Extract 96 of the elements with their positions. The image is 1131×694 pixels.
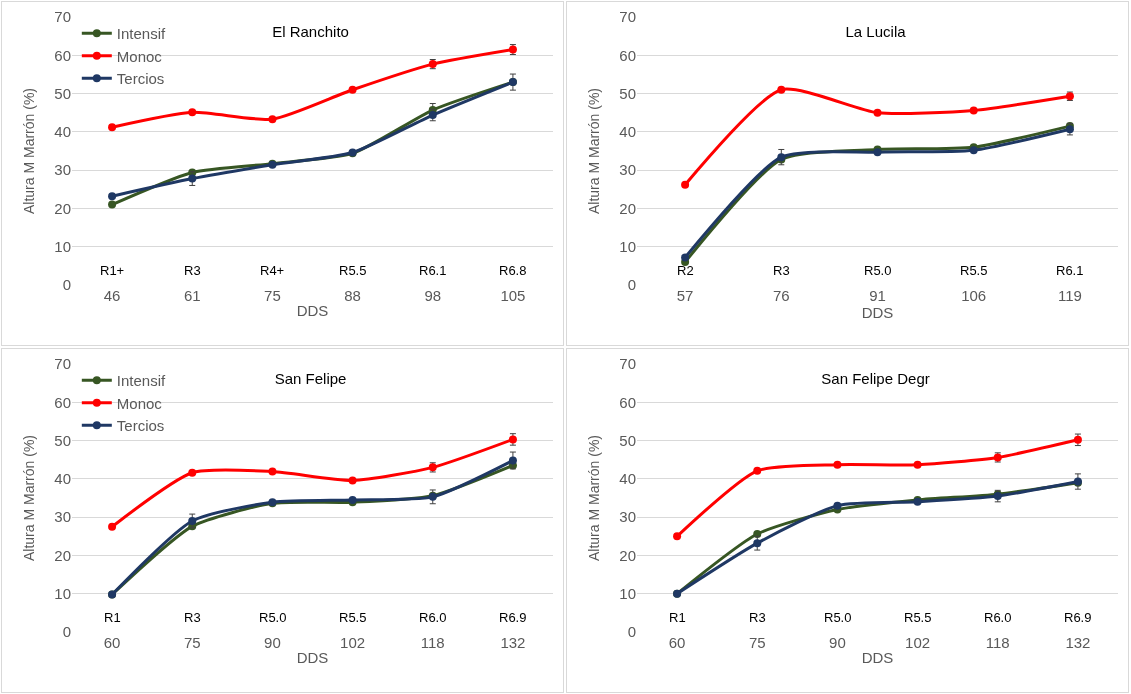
y-tick-label: 20 [54,546,71,564]
y-tick-label: 70 [54,355,71,373]
y-tick-label: 60 [619,393,636,411]
x-tick-label: 118 [985,634,1010,651]
y-tick-label: 0 [627,276,636,294]
y-tick-label: 30 [54,161,71,179]
annotation: R5.5 [339,263,367,278]
x-tick-label: 102 [905,634,931,651]
x-tick-label: 132 [500,634,526,651]
y-tick-label: 0 [62,623,71,641]
x-tick-label: 91 [869,287,886,304]
annotation: R6.8 [499,263,527,278]
x-tick-label: 57 [676,287,694,304]
x-tick-label: 60 [103,634,121,651]
annotation: R3 [184,263,201,278]
legend-label: Monoc [116,47,163,65]
y-tick-label: 20 [619,199,636,217]
x-tick-label: 119 [1057,287,1082,304]
y-tick-label: 40 [619,123,636,141]
x-tick-label: 90 [829,634,846,651]
annotation: R6.0 [419,610,447,625]
x-axis-title: DDS [296,649,329,666]
annotation: R5.0 [824,610,852,625]
x-tick-label: 106 [961,287,987,304]
x-tick-label: 98 [424,287,442,304]
chart-title: San Felipe Degr [821,369,930,387]
y-tick-label: 50 [54,84,71,102]
x-tick-label: 118 [420,634,445,651]
x-axis-title: DDS [861,304,894,321]
x-tick-label: 46 [103,287,121,304]
x-tick-label: 60 [668,634,686,651]
annotation: R3 [773,263,790,278]
y-tick-label: 50 [619,431,636,449]
y-tick-label: 60 [619,46,636,64]
y-tick-label: 50 [619,84,636,102]
y-tick-label: 40 [54,470,71,488]
annotation: R5.5 [960,263,988,278]
legend-label: Tercios [116,70,165,88]
chart-title: El Ranchito [272,22,349,40]
y-tick-label: 70 [619,355,636,373]
annotation: R3 [749,610,766,625]
annotation: R6.9 [499,610,527,625]
y-axis-title: Altura M Marrón (%) [21,434,37,562]
annotation: R4+ [260,263,285,278]
x-tick-label: 90 [264,634,281,651]
x-tick-label: 102 [340,634,366,651]
y-tick-label: 70 [54,8,71,26]
chart-title: La Lucila [845,22,907,40]
x-tick-label: 75 [264,287,281,304]
annotation: R6.0 [984,610,1012,625]
chart-title: San Felipe [274,369,347,387]
y-tick-label: 70 [619,8,636,26]
legend-label: Intensif [116,372,166,390]
y-tick-label: 20 [54,199,71,217]
annotation: R5.5 [904,610,932,625]
y-tick-label: 30 [619,508,636,526]
y-tick-label: 60 [54,393,71,411]
annotation: R6.1 [1056,263,1084,278]
annotation: R3 [184,610,201,625]
x-axis-title: DDS [296,302,329,319]
legend-label: Monoc [116,394,163,412]
x-tick-label: 75 [748,634,766,651]
x-tick-label: 76 [772,287,790,304]
y-axis-title: Altura M Marrón (%) [586,434,602,562]
annotation: R5.5 [339,610,367,625]
legend-label: Intensif [116,25,166,43]
annotation: R5.0 [259,610,287,625]
y-tick-label: 40 [54,123,71,141]
y-tick-label: 0 [627,623,636,641]
x-tick-label: 61 [183,287,201,304]
annotation: R1 [104,610,121,625]
annotation: R2 [677,263,694,278]
x-axis-title: DDS [861,649,894,666]
annotation: R1 [669,610,686,625]
y-tick-label: 50 [54,431,71,449]
x-tick-label: 88 [344,287,361,304]
y-axis-title: Altura M Marrón (%) [21,87,37,215]
y-tick-label: 60 [54,46,71,64]
legend-label: Tercios [116,417,165,435]
y-tick-label: 0 [62,276,71,294]
y-tick-label: 20 [619,546,636,564]
y-tick-label: 10 [54,237,71,255]
annotation: R6.9 [1064,610,1092,625]
y-axis-title: Altura M Marrón (%) [586,87,602,215]
y-tick-label: 40 [619,470,636,488]
annotation: R1+ [100,263,125,278]
x-tick-label: 75 [183,634,201,651]
annotation: R6.1 [419,263,447,278]
annotation: R5.0 [864,263,892,278]
x-tick-label: 132 [1065,634,1091,651]
y-tick-label: 10 [619,237,636,255]
y-tick-label: 30 [54,508,71,526]
x-tick-label: 105 [500,287,526,304]
y-tick-label: 10 [54,584,71,602]
y-tick-label: 30 [619,161,636,179]
y-tick-label: 10 [619,584,636,602]
